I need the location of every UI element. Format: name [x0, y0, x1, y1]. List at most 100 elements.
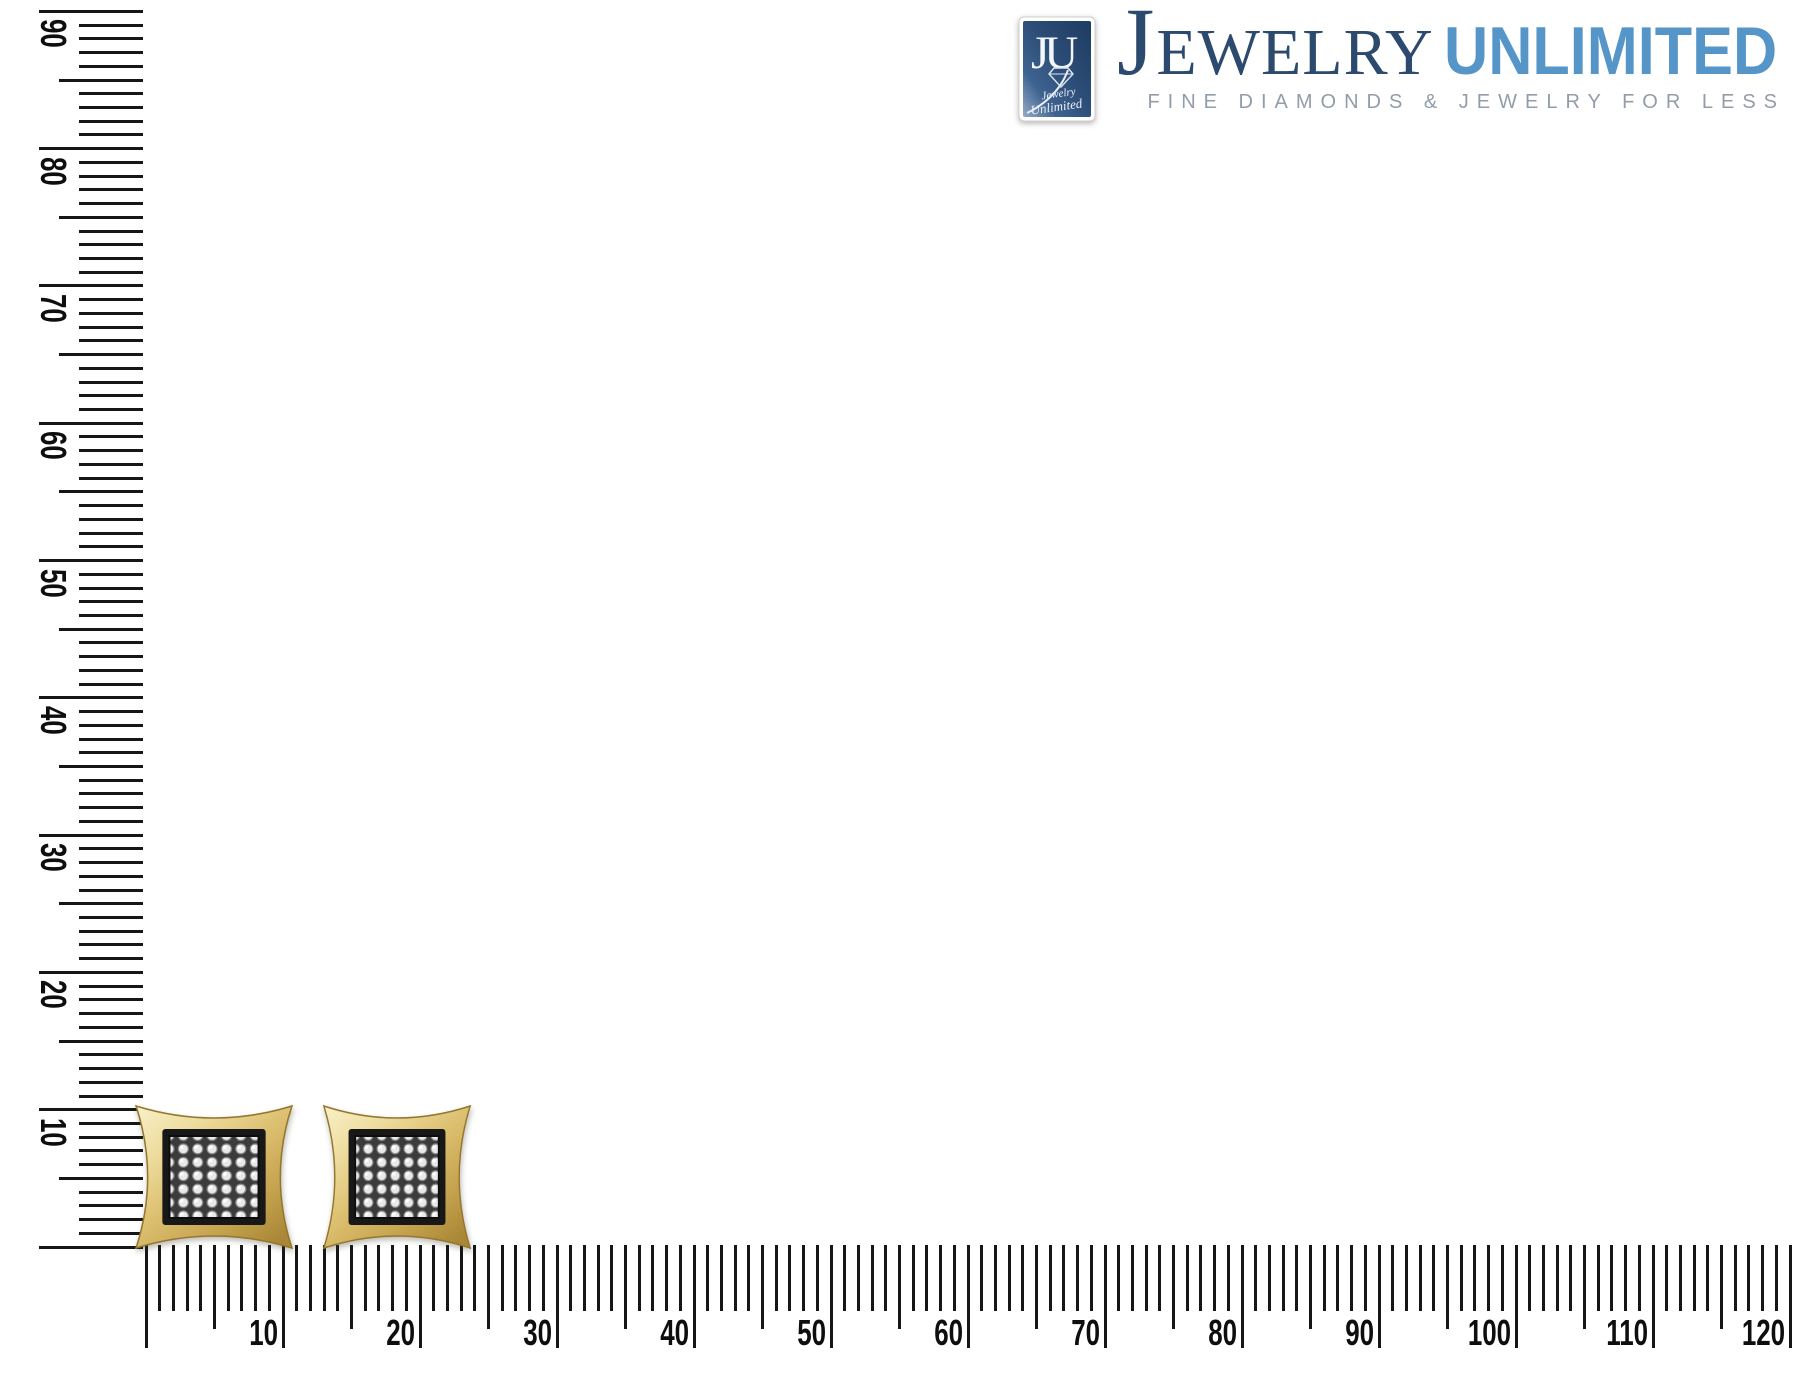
horizontal-ruler-tick — [1103, 1245, 1107, 1348]
horizontal-ruler-tick — [719, 1245, 723, 1311]
horizontal-ruler-tick — [404, 1245, 408, 1311]
horizontal-ruler-tick — [350, 1245, 353, 1329]
horizontal-ruler-label: 30 — [523, 1312, 552, 1353]
horizontal-ruler-label: 20 — [386, 1312, 415, 1353]
vertical-ruler-tick — [79, 1053, 143, 1057]
vertical-ruler-tick — [79, 298, 143, 302]
vertical-ruler-tick — [79, 1190, 143, 1194]
horizontal-ruler-tick — [1706, 1245, 1710, 1311]
vertical-ruler-tick — [59, 78, 143, 82]
horizontal-ruler-tick — [993, 1245, 997, 1311]
vertical-ruler-tick — [79, 119, 143, 123]
horizontal-ruler-tick — [774, 1245, 778, 1311]
horizontal-ruler-tick — [1541, 1245, 1545, 1311]
horizontal-ruler-tick — [1035, 1245, 1038, 1329]
horizontal-ruler-tick — [1500, 1245, 1504, 1311]
horizontal-ruler-tick — [843, 1245, 847, 1311]
horizontal-ruler-tick — [1487, 1245, 1491, 1311]
horizontal-ruler-tick — [1363, 1245, 1367, 1311]
vertical-ruler-tick — [79, 311, 143, 315]
horizontal-ruler-tick — [432, 1245, 436, 1311]
horizontal-ruler-tick — [363, 1245, 367, 1311]
horizontal-ruler-tick — [747, 1245, 751, 1311]
vertical-ruler-tick — [79, 655, 143, 659]
horizontal-ruler-tick — [336, 1245, 340, 1311]
vertical-ruler-label: 80 — [33, 156, 74, 186]
vertical-ruler-tick — [59, 353, 143, 356]
vertical-ruler-tick — [79, 462, 143, 466]
vertical-ruler-tick — [39, 1245, 143, 1249]
vertical-ruler-label: 90 — [33, 19, 74, 49]
vertical-ruler-tick — [79, 668, 143, 672]
horizontal-ruler-tick — [610, 1245, 614, 1311]
horizontal-ruler-tick — [500, 1245, 504, 1311]
vertical-ruler-label: 40 — [33, 705, 74, 735]
vertical-ruler-tick — [79, 682, 143, 686]
vertical-ruler-tick — [79, 1218, 143, 1221]
horizontal-ruler-tick — [1213, 1245, 1217, 1311]
horizontal-ruler-tick — [377, 1245, 381, 1311]
horizontal-ruler-tick — [1692, 1245, 1696, 1311]
horizontal-ruler-tick — [1610, 1245, 1614, 1311]
horizontal-ruler-tick — [1624, 1245, 1628, 1311]
vertical-ruler-tick — [79, 998, 143, 1002]
vertical-ruler-tick — [79, 37, 143, 41]
horizontal-ruler-tick — [1076, 1245, 1080, 1311]
vertical-ruler-tick — [79, 1204, 143, 1208]
horizontal-ruler-label: 60 — [934, 1312, 963, 1353]
horizontal-ruler-tick — [1788, 1245, 1792, 1348]
vertical-ruler-tick — [39, 559, 143, 562]
horizontal-ruler-tick — [487, 1245, 490, 1329]
vertical-ruler-tick — [39, 9, 143, 13]
vertical-ruler-tick — [59, 765, 143, 768]
vertical-ruler-tick — [59, 1176, 143, 1180]
horizontal-ruler-tick — [1514, 1245, 1518, 1348]
horizontal-ruler-tick — [1295, 1245, 1299, 1311]
horizontal-ruler-tick — [1473, 1245, 1477, 1311]
horizontal-ruler-label: 70 — [1071, 1312, 1100, 1353]
vertical-ruler-label: 20 — [33, 980, 74, 1010]
vertical-ruler-tick — [79, 792, 143, 796]
vertical-ruler-tick — [39, 833, 143, 837]
horizontal-ruler-tick — [1254, 1245, 1258, 1311]
vertical-ruler-tick — [79, 188, 143, 192]
vertical-ruler-tick — [79, 1067, 143, 1070]
horizontal-ruler-tick — [1240, 1245, 1244, 1348]
horizontal-ruler-tick — [761, 1245, 764, 1329]
vertical-ruler-tick — [79, 613, 143, 617]
vertical-ruler-tick — [79, 737, 143, 741]
vertical-ruler-tick — [79, 229, 143, 233]
badge-script-line1: Jewelry — [1041, 86, 1077, 103]
vertical-ruler-tick — [79, 504, 143, 508]
horizontal-ruler-tick — [1391, 1245, 1395, 1311]
horizontal-ruler-label: 110 — [1606, 1312, 1648, 1353]
vertical-ruler-tick — [79, 435, 143, 439]
horizontal-ruler-tick — [199, 1245, 203, 1311]
vertical-ruler-tick — [79, 778, 143, 782]
horizontal-ruler-tick — [418, 1245, 422, 1348]
horizontal-ruler-tick — [473, 1245, 477, 1311]
vertical-ruler-tick — [79, 243, 143, 247]
horizontal-ruler-tick — [1637, 1245, 1641, 1311]
vertical-ruler-tick — [79, 1163, 143, 1167]
horizontal-ruler-tick — [295, 1245, 299, 1311]
horizontal-ruler-tick — [1062, 1245, 1066, 1311]
horizontal-ruler-tick — [980, 1245, 984, 1311]
horizontal-ruler-label: 120 — [1741, 1312, 1785, 1353]
vertical-ruler-tick — [79, 92, 143, 96]
horizontal-ruler-tick — [911, 1245, 915, 1311]
horizontal-ruler-tick — [1432, 1245, 1436, 1311]
horizontal-ruler-tick — [185, 1245, 189, 1311]
horizontal-ruler-tick — [1185, 1245, 1189, 1311]
horizontal-ruler-tick — [240, 1245, 244, 1311]
vertical-ruler-tick — [79, 160, 143, 164]
vertical-ruler-tick — [79, 449, 143, 453]
horizontal-ruler-tick — [884, 1245, 888, 1311]
badge-background — [1023, 21, 1091, 117]
horizontal-ruler-tick — [1199, 1245, 1203, 1311]
vertical-ruler-tick — [79, 174, 143, 178]
horizontal-ruler-tick — [733, 1245, 737, 1311]
vertical-ruler-tick — [79, 751, 143, 755]
vertical-ruler-tick — [79, 572, 143, 576]
vertical-ruler-tick — [79, 806, 143, 810]
